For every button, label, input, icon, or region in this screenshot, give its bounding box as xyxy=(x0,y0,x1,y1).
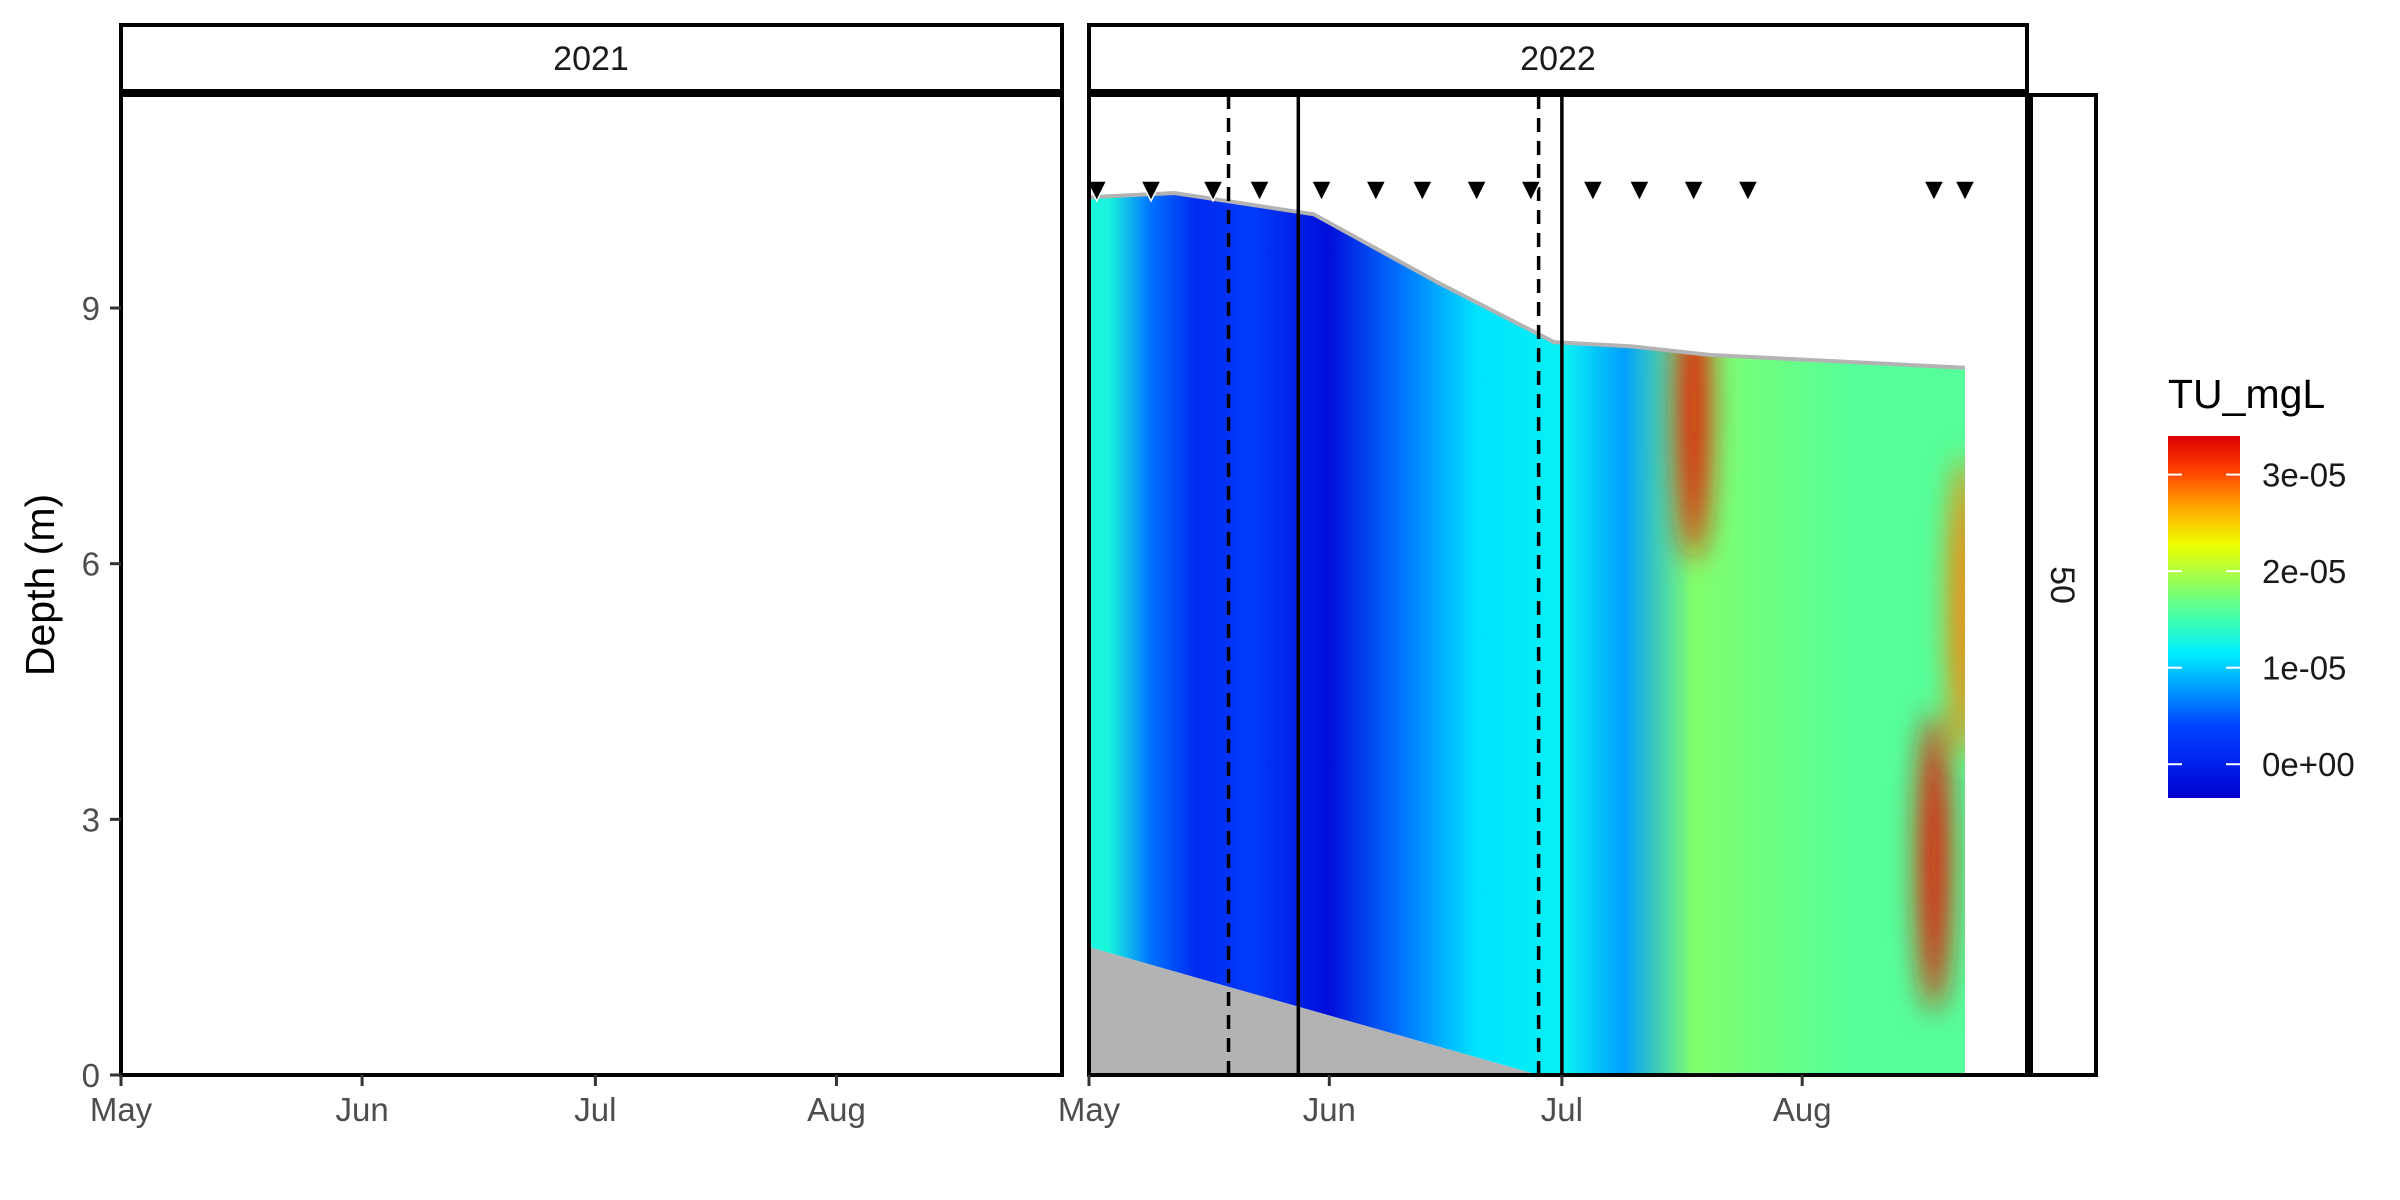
sampling-marker xyxy=(1519,180,1543,203)
sediment xyxy=(1089,947,1965,1075)
y-tick-label: 0 xyxy=(82,1057,100,1094)
legend-ticks: 0e+00 1e-05 2e-05 3e-05 xyxy=(2168,457,2355,783)
legend-colorbar xyxy=(2168,436,2240,798)
panel-2022: 2022 xyxy=(1085,23,2029,1077)
x-tick-label: Jun xyxy=(1303,1091,1356,1128)
strip-2021 xyxy=(119,23,1064,93)
x-tick-label: Aug xyxy=(1773,1091,1832,1128)
legend-title: TU_mgL xyxy=(2168,371,2325,417)
legend-label: 1e-05 xyxy=(2262,650,2346,687)
hotspot xyxy=(1948,456,1965,757)
y-tick-label: 3 xyxy=(82,801,100,838)
sampling-marker xyxy=(1922,180,1946,203)
legend: TU_mgL 0e+00 1e-05 2e-05 3e-05 xyxy=(2168,371,2355,798)
sampling-marker xyxy=(1628,180,1651,203)
sampling-marker xyxy=(1736,180,1760,203)
legend-label: 2e-05 xyxy=(2262,553,2346,590)
row-strip-box xyxy=(2029,93,2098,1077)
y-axis: 0 3 6 9 xyxy=(82,290,121,1094)
hotspot xyxy=(1917,711,1950,1012)
sampling-marker xyxy=(1310,180,1333,203)
sampling-marker xyxy=(1411,180,1434,203)
x-tick-label: May xyxy=(1058,1091,1121,1128)
strip-2022 xyxy=(1087,23,2029,93)
reference-lines xyxy=(1226,95,1564,1075)
plot-border-2022 xyxy=(1087,93,2029,1077)
sampling-marker xyxy=(1364,180,1388,203)
sampling-marker xyxy=(1465,180,1488,203)
x-tick-label: May xyxy=(90,1091,153,1128)
x-tick-label: Jun xyxy=(335,1091,388,1128)
y-tick-label: 9 xyxy=(82,290,100,327)
legend-label: 3e-05 xyxy=(2262,457,2346,494)
sampling-marker xyxy=(1201,180,1225,203)
y-tick-label: 6 xyxy=(82,546,100,583)
sampling-marker xyxy=(1139,180,1163,203)
sampling-marker xyxy=(1248,180,1271,203)
x-tick-label: Jul xyxy=(574,1091,616,1128)
x-tick-label: Aug xyxy=(807,1091,866,1128)
sampling-marker xyxy=(1085,180,1108,203)
sampling-marker xyxy=(1581,180,1605,203)
row-strip-label: 50 xyxy=(2043,566,2081,604)
strip-label-2022: 2022 xyxy=(1520,40,1596,78)
surface-line xyxy=(1088,190,1966,370)
x-tick-label: Jul xyxy=(1541,1091,1583,1128)
sampling-marker xyxy=(1953,180,1977,203)
panel-2021: 2021 xyxy=(119,23,1064,1077)
row-strip: 50 xyxy=(2029,93,2098,1077)
strip-label-2021: 2021 xyxy=(553,40,629,78)
x-axis: May Jun Jul Aug May Jun Jul Aug xyxy=(90,1075,1832,1128)
sampling-markers xyxy=(1085,180,1977,203)
sampling-marker xyxy=(1682,180,1705,203)
y-axis-title: Depth (m) xyxy=(17,494,63,676)
plot-area-2021 xyxy=(119,93,1064,1077)
legend-label: 0e+00 xyxy=(2262,746,2355,783)
